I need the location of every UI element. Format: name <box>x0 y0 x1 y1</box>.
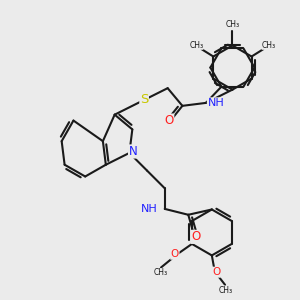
Text: O: O <box>171 249 179 259</box>
Text: NH: NH <box>141 204 158 214</box>
Text: CH₃: CH₃ <box>153 268 167 277</box>
Text: NH: NH <box>207 98 224 108</box>
Text: O: O <box>212 267 220 277</box>
Text: CH₃: CH₃ <box>189 41 203 50</box>
Text: S: S <box>140 93 148 106</box>
Text: N: N <box>128 145 137 158</box>
Text: O: O <box>191 230 200 243</box>
Text: CH₃: CH₃ <box>225 20 239 29</box>
Text: CH₃: CH₃ <box>219 286 233 295</box>
Text: CH₃: CH₃ <box>262 41 276 50</box>
Text: O: O <box>164 114 174 127</box>
